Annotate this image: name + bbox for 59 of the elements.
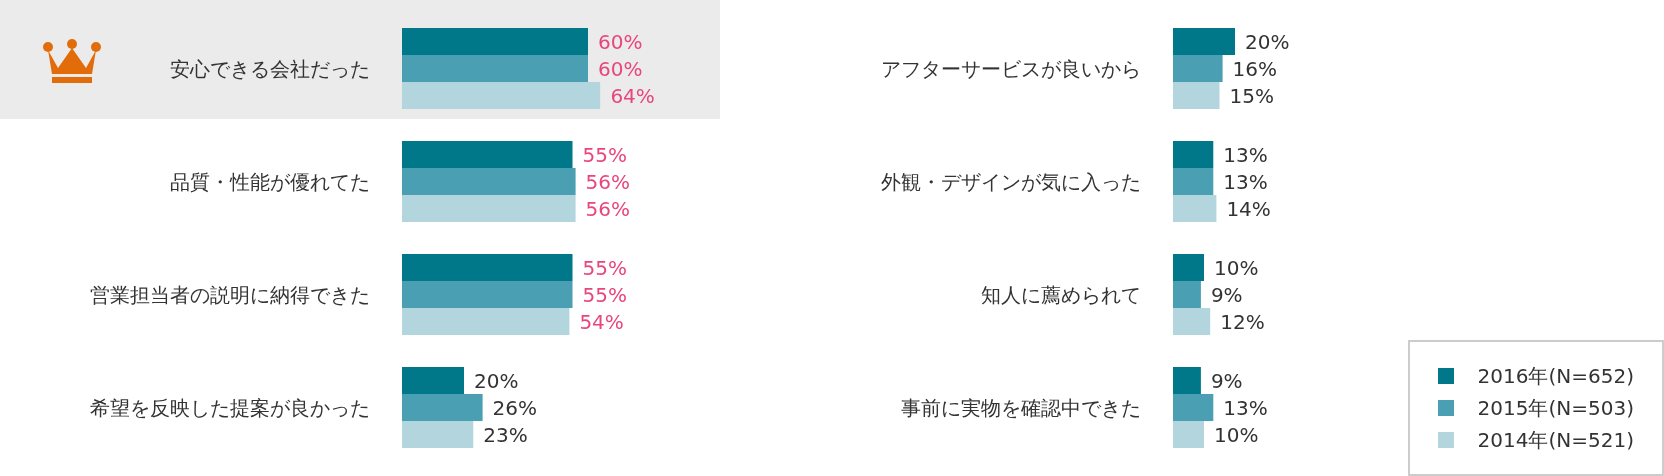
bar	[1173, 367, 1201, 394]
bar	[1173, 421, 1204, 448]
bar	[402, 421, 474, 448]
bar	[402, 195, 576, 222]
bar	[1173, 82, 1220, 109]
bar	[402, 168, 576, 195]
data-label: 55%	[582, 142, 627, 167]
bar	[1173, 141, 1214, 168]
bar	[1173, 28, 1235, 55]
y-tick-label: 希望を反映した提案が良かった	[90, 395, 370, 420]
data-label: 9%	[1210, 368, 1243, 393]
bar	[402, 308, 570, 335]
bar	[402, 82, 601, 109]
data-label: 14%	[1226, 196, 1271, 221]
bar	[402, 254, 573, 281]
y-tick-label: 事前に実物を確認中できた	[901, 395, 1141, 420]
legend-label: 2014年(N=521)	[1477, 427, 1634, 454]
data-label: 60%	[598, 56, 643, 81]
legend-label: 2016年(N=652)	[1477, 363, 1634, 390]
bar	[402, 367, 464, 394]
bar	[1173, 55, 1223, 82]
data-label: 26%	[492, 395, 538, 420]
y-tick-label: 営業担当者の説明に納得できた	[90, 282, 370, 307]
y-tick-label: 知人に薦められて	[981, 282, 1141, 307]
data-label: 56%	[585, 196, 631, 221]
data-label: 23%	[483, 422, 528, 447]
data-label: 10%	[1214, 422, 1259, 447]
bar	[1173, 168, 1214, 195]
data-label: 20%	[474, 368, 519, 393]
y-tick-label: アフターサービスが良いから	[881, 56, 1141, 81]
data-label: 64%	[610, 83, 655, 108]
data-label: 15%	[1229, 83, 1274, 108]
bar	[1173, 308, 1211, 335]
bar	[1173, 254, 1204, 281]
bar	[1173, 195, 1217, 222]
data-label: 16%	[1232, 56, 1278, 81]
bar	[1173, 394, 1214, 421]
data-label: 9%	[1210, 282, 1243, 307]
data-label: 13%	[1223, 142, 1268, 167]
bar	[1173, 281, 1201, 308]
data-label: 12%	[1220, 309, 1265, 334]
bar	[402, 281, 573, 308]
bar	[402, 28, 588, 55]
bar	[402, 141, 573, 168]
data-label: 55%	[582, 282, 627, 307]
data-label: 10%	[1214, 255, 1259, 280]
data-label: 54%	[579, 309, 624, 334]
y-tick-label: 品質・性能が優れてた	[170, 169, 370, 194]
legend-label: 2015年(N=503)	[1477, 395, 1634, 422]
bar	[402, 55, 588, 82]
data-label: 55%	[582, 255, 627, 280]
data-label: 20%	[1245, 29, 1290, 54]
bar	[402, 394, 483, 421]
data-label: 56%	[585, 169, 631, 194]
data-label: 60%	[598, 29, 643, 54]
y-tick-label: 安心できる会社だった	[170, 56, 370, 81]
data-label: 13%	[1223, 169, 1268, 194]
y-tick-label: 外観・デザインが気に入った	[881, 169, 1141, 194]
data-label: 13%	[1223, 395, 1268, 420]
